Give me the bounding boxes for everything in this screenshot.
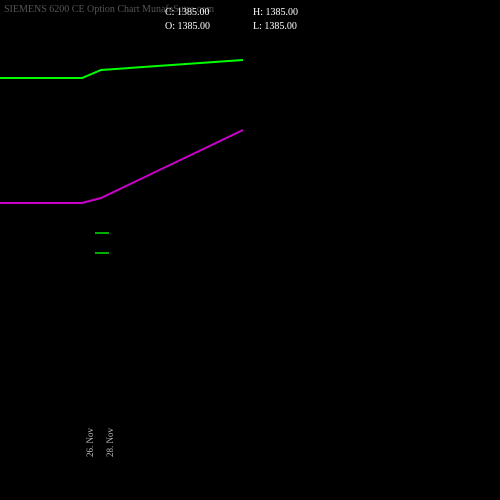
series-group — [0, 60, 243, 203]
x-tick-label: 28. Nov — [105, 428, 115, 457]
high-line — [0, 60, 243, 78]
close-line — [0, 130, 243, 203]
chart-container: SIEMENS 6200 CE Option Chart MunafaSutra… — [0, 0, 500, 500]
chart-svg — [0, 0, 500, 500]
legend-dash-1 — [95, 232, 109, 234]
x-tick-label: 26. Nov — [85, 428, 95, 457]
legend-dash-2 — [95, 252, 109, 254]
